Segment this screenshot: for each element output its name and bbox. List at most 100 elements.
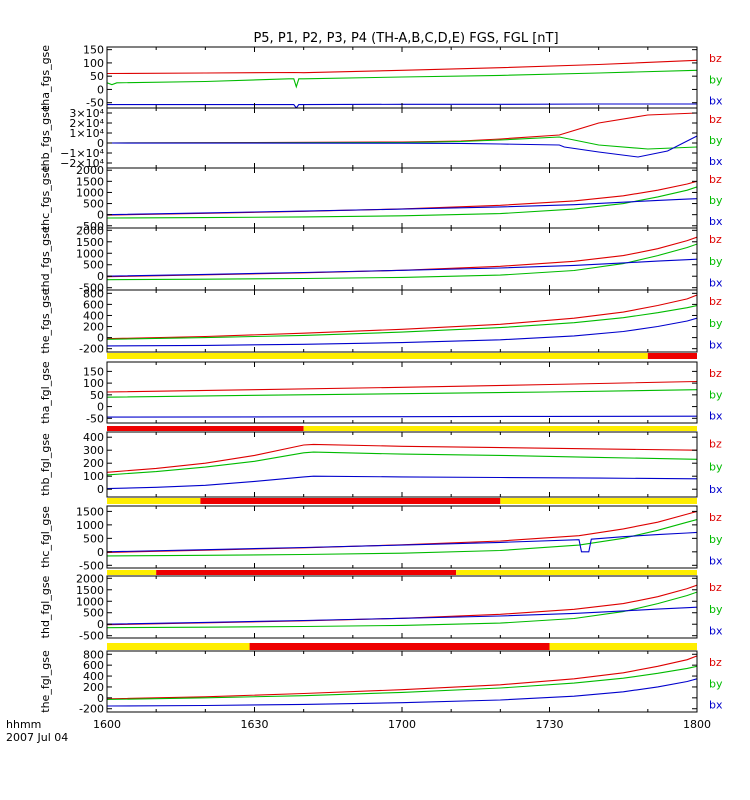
ytick-label: 400 (83, 309, 104, 322)
ytick-label: -50 (86, 97, 104, 110)
ylabel-the_fgl_gse: the_fgl_gse (39, 650, 52, 713)
series-thd_fgs_gse-by (107, 243, 697, 281)
ytick-label: 500 (83, 198, 104, 211)
mode-bar-segment (200, 498, 501, 504)
series-tha_fgs_gse-bz (107, 59, 697, 75)
series-the_fgl_gse-bx (107, 678, 697, 707)
series-thb_fgs_gse-bz (107, 112, 697, 144)
series-tha_fgs_gse-by (107, 69, 697, 89)
ytick-label: 150 (83, 44, 104, 57)
legend-bx: bx (709, 155, 723, 168)
legend-bz: bz (709, 656, 722, 669)
series-group-thb_fgl_gse (107, 443, 697, 490)
legend-bx: bx (709, 483, 723, 496)
ylabel-thb_fgs_gse: thb_fgs_gse (39, 105, 52, 171)
ytick-label: 0 (97, 692, 104, 705)
mode-bar-4 (107, 570, 697, 575)
ytick-label: 0 (97, 618, 104, 631)
ytick-label: 200 (83, 457, 104, 470)
series-thc_fgs_gse-bx (107, 198, 697, 216)
legend-by: by (709, 194, 723, 207)
legend-bx: bx (709, 95, 723, 108)
ytick-label: 500 (83, 607, 104, 620)
ylabel-the_fgs_gse: the_fgs_gse (39, 288, 52, 353)
ytick-label: 0 (97, 270, 104, 283)
series-thc_fgl_gse-bx (107, 531, 697, 553)
ytick-label: 1000 (76, 186, 104, 199)
legend-bx: bx (709, 277, 723, 290)
ytick-label: 1500 (76, 584, 104, 597)
xtick-label-1630: 1630 (241, 718, 269, 731)
ytick-label: 50 (90, 389, 104, 402)
panel-frame-thd_fgs_gse (106, 227, 698, 291)
series-thd_fgl_gse-by (107, 591, 697, 629)
series-the_fgs_gse-bx (107, 317, 697, 347)
series-thb_fgl_gse-by (107, 451, 697, 476)
legend-by: by (709, 317, 723, 330)
series-group-thd_fgs_gse (107, 236, 697, 281)
mode-bar-1 (107, 353, 697, 359)
series-thd_fgl_gse-bx (107, 606, 697, 625)
ytick-label: 500 (83, 259, 104, 272)
series-the_fgs_gse-bz (107, 294, 697, 340)
ytick-label: -50 (86, 412, 104, 425)
ytick-label: 2000 (76, 224, 104, 237)
ytick-label: 50 (90, 70, 104, 83)
chart-title: P5, P1, P2, P3, P4 (TH-A,B,C,D,E) FGS, F… (253, 31, 558, 46)
mode-bar-segment (107, 426, 304, 431)
ytick-label: 1000 (76, 247, 104, 260)
legend-by: by (709, 255, 723, 268)
mode-bar-segment (249, 643, 550, 650)
series-thc_fgl_gse-bz (107, 510, 697, 553)
ylabel-thb_fgl_gse: thb_fgl_gse (39, 433, 52, 496)
ylabel-tha_fgs_gse: tha_fgs_gse (39, 45, 52, 110)
legend-bx: bx (709, 699, 723, 712)
mode-bar-segment (549, 643, 697, 650)
legend-bz: bz (709, 367, 722, 380)
ylabel-thc_fgs_gse: thc_fgs_gse (39, 166, 52, 231)
series-group-the_fgl_gse (107, 655, 697, 707)
ytick-label: 0 (97, 83, 104, 96)
series-group-tha_fgs_gse (107, 59, 697, 108)
ytick-label: 1500 (76, 175, 104, 188)
series-group-thc_fgl_gse (107, 510, 697, 557)
ytick-label: 0 (97, 332, 104, 345)
ytick-label: 150 (83, 365, 104, 378)
mode-bar-segment (303, 426, 697, 431)
legend-by: by (709, 460, 723, 473)
mode-bar-segment (107, 353, 648, 359)
ytick-label: 3×10⁴ (69, 107, 104, 120)
ytick-label: 0 (97, 546, 104, 559)
mode-bar-segment (456, 570, 697, 575)
series-the_fgl_gse-by (107, 665, 697, 701)
ytick-label: 800 (83, 648, 104, 661)
legend-bz: bz (709, 233, 722, 246)
ytick-label: 200 (83, 681, 104, 694)
legend-bz: bz (709, 52, 722, 65)
series-thb_fgl_gse-bx (107, 475, 697, 490)
ylabel-thc_fgl_gse: thc_fgl_gse (39, 506, 52, 568)
legend-by: by (709, 134, 723, 147)
legend-bz: bz (709, 113, 722, 126)
series-thb_fgl_gse-bz (107, 443, 697, 473)
legend-bz: bz (709, 295, 722, 308)
mode-bar-segment (107, 570, 157, 575)
mode-bar-segment (107, 643, 250, 650)
series-tha_fgl_gse-by (107, 389, 697, 398)
mode-bar-3 (107, 498, 697, 504)
series-the_fgl_gse-bz (107, 655, 697, 700)
ytick-label: 2000 (76, 164, 104, 177)
legend-bx: bx (709, 339, 723, 352)
ytick-label: 1000 (76, 595, 104, 608)
ylabel-tha_fgl_gse: tha_fgl_gse (39, 361, 52, 424)
ytick-label: 100 (83, 470, 104, 483)
legend-bx: bx (709, 410, 723, 423)
ytick-label: 1500 (76, 236, 104, 249)
legend-bz: bz (709, 581, 722, 594)
